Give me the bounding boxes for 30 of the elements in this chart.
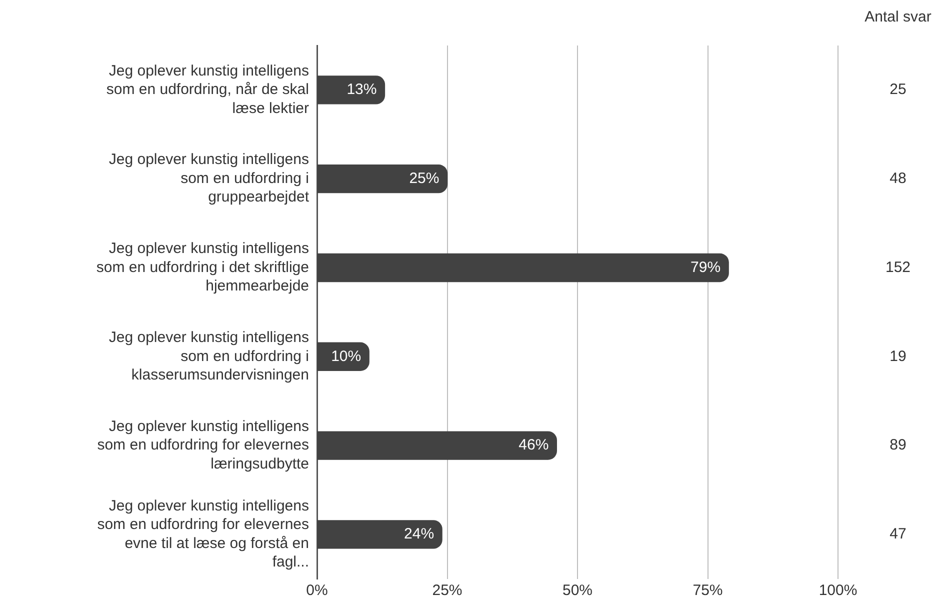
y-tick-label: Jeg oplever kunstig intelligens som en udfordring i det skriftlige hjemmearbejde — [96, 240, 309, 295]
x-tick-label: 100% — [818, 582, 858, 600]
data-label: 13% — [346, 81, 377, 98]
bar — [317, 520, 442, 549]
bar — [317, 76, 386, 104]
data-label: 79% — [690, 258, 721, 276]
text: Antal svar — [864, 8, 932, 26]
x-tick-label: 50% — [562, 582, 593, 600]
x-tick-label: 25% — [432, 582, 462, 600]
x-tick-label: 75% — [692, 582, 723, 600]
data-label: 24% — [404, 526, 434, 543]
y-tick-label: Jeg oplever kunstig intelligens som en udfordring for elevernes læringsudbytte — [97, 418, 309, 472]
data-label: 10% — [331, 348, 362, 365]
data-label: 25% — [409, 170, 440, 187]
text: 152 — [885, 258, 911, 276]
y-tick-label: Jeg oplever kunstig intelligens som en udfordring for elevernes evne til at læse og forstå en fagl... — [97, 497, 309, 571]
text: 48 — [890, 170, 906, 187]
x-tick-label: 0% — [306, 582, 328, 600]
bar — [317, 164, 448, 194]
bar — [317, 342, 370, 371]
text: 25 — [890, 81, 906, 98]
text: 19 — [890, 348, 906, 365]
text: 89 — [890, 436, 906, 454]
y-tick-label: Jeg oplever kunstig intelligens som en udfordring i klasserumsundervisningen — [108, 329, 309, 384]
bar — [317, 431, 557, 460]
data-label: 46% — [518, 436, 549, 454]
y-tick-label: Jeg oplever kunstig intelligens som en udfordring i gruppearbejdet — [108, 151, 310, 206]
y-tick-label: Jeg oplever kunstig intelligens som en udfordring, når de skal læse lektier — [106, 62, 309, 117]
bar — [317, 253, 729, 282]
text: 47 — [890, 526, 906, 543]
